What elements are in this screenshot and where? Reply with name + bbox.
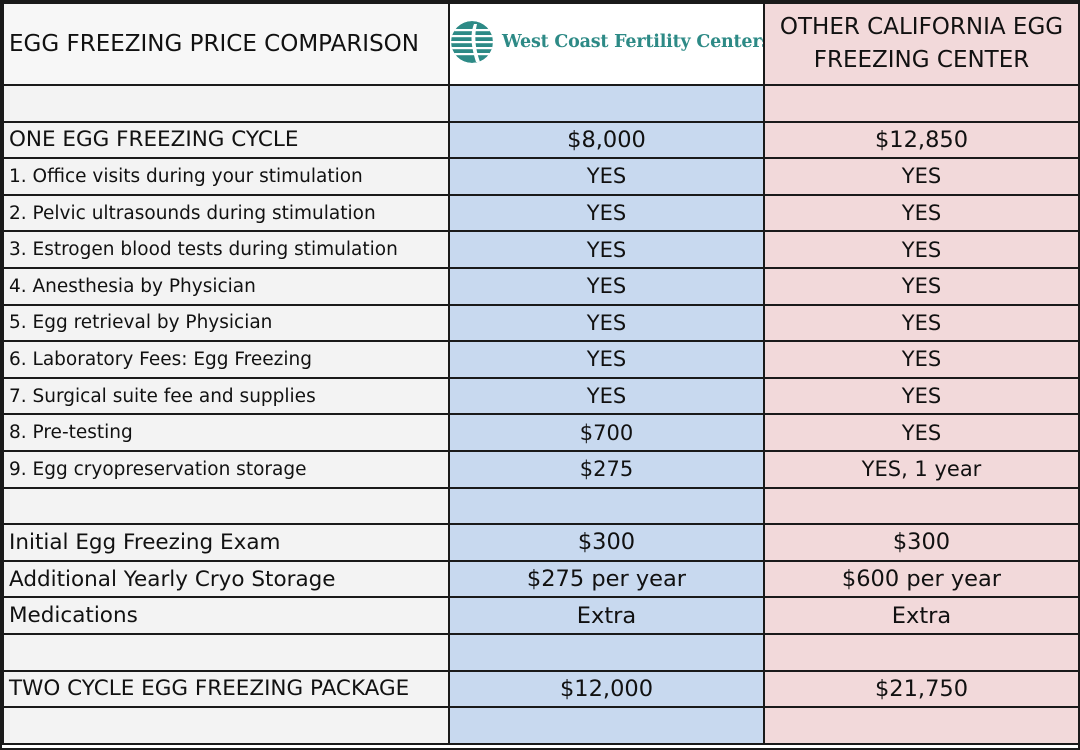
table-row: ONE EGG FREEZING CYCLE $8,000 $12,850 — [2, 120, 1080, 160]
row-label — [2, 84, 450, 123]
table-row: 4. Anesthesia by Physician YES YES — [2, 266, 1080, 306]
west-coast-value: $275 per year — [448, 559, 765, 599]
table-row: 7. Surgical suite fee and supplies YES YES — [2, 376, 1080, 416]
row-label: ONE EGG FREEZING CYCLE — [2, 120, 450, 160]
other-center-value — [763, 486, 1080, 526]
row-label — [2, 486, 450, 526]
west-coast-value: YES — [448, 340, 765, 379]
other-center-value: YES — [763, 303, 1080, 343]
row-label: Additional Yearly Cryo Storage — [2, 559, 450, 599]
other-center-value: YES — [763, 376, 1080, 416]
other-center-value: YES — [763, 193, 1080, 233]
spacer-row — [2, 84, 1080, 123]
row-label: 9. Egg cryopreservation storage — [2, 449, 450, 489]
other-center-value — [763, 84, 1080, 123]
row-label: 1. Office visits during your stimulation — [2, 157, 450, 196]
west-coast-value: $275 — [448, 449, 765, 489]
row-label: Initial Egg Freezing Exam — [2, 523, 450, 562]
west-coast-value: Extra — [448, 596, 765, 635]
other-center-value: $600 per year — [763, 559, 1080, 599]
other-center-header: OTHER CALIFORNIA EGG FREEZING CENTER — [763, 2, 1080, 86]
west-coast-value: YES — [448, 376, 765, 416]
west-coast-value — [448, 632, 765, 672]
table-row: 5. Egg retrieval by Physician YES YES — [2, 303, 1080, 343]
west-coast-value — [448, 706, 765, 745]
west-coast-value — [448, 84, 765, 123]
other-center-value: YES, 1 year — [763, 449, 1080, 489]
west-coast-value: $700 — [448, 413, 765, 452]
table-row: 6. Laboratory Fees: Egg Freezing YES YES — [2, 340, 1080, 379]
table-row: Medications Extra Extra — [2, 596, 1080, 635]
row-label: 3. Estrogen blood tests during stimulati… — [2, 230, 450, 269]
other-center-value: Extra — [763, 596, 1080, 635]
row-label: TWO CYCLE EGG FREEZING PACKAGE — [2, 669, 450, 709]
other-center-value: YES — [763, 413, 1080, 452]
spacer-row — [2, 706, 1080, 745]
west-coast-value: YES — [448, 230, 765, 269]
west-coast-value — [448, 486, 765, 526]
table-row: 3. Estrogen blood tests during stimulati… — [2, 230, 1080, 269]
row-label: 4. Anesthesia by Physician — [2, 266, 450, 306]
other-center-value: $12,850 — [763, 120, 1080, 160]
table-row: 2. Pelvic ultrasounds during stimulation… — [2, 193, 1080, 233]
table-row: Initial Egg Freezing Exam $300 $300 — [2, 523, 1080, 562]
table-row: 1. Office visits during your stimulation… — [2, 157, 1080, 196]
other-center-value: YES — [763, 157, 1080, 196]
spacer-row — [2, 632, 1080, 672]
row-label — [2, 632, 450, 672]
circle-logo-icon — [451, 21, 493, 63]
spacer-row — [2, 486, 1080, 526]
west-coast-value: YES — [448, 157, 765, 196]
other-center-value — [763, 706, 1080, 745]
table-row: TWO CYCLE EGG FREEZING PACKAGE $12,000 $21… — [2, 669, 1080, 709]
west-coast-value: $8,000 — [448, 120, 765, 160]
row-label: 7. Surgical suite fee and supplies — [2, 376, 450, 416]
table-row: 9. Egg cryopreservation storage $275 YES, … — [2, 449, 1080, 489]
other-center-value: YES — [763, 266, 1080, 306]
other-center-value: YES — [763, 230, 1080, 269]
row-label — [2, 706, 450, 745]
row-label: 2. Pelvic ultrasounds during stimulation — [2, 193, 450, 233]
row-label: 6. Laboratory Fees: Egg Freezing — [2, 340, 450, 379]
other-center-value: YES — [763, 340, 1080, 379]
row-label: 8. Pre-testing — [2, 413, 450, 452]
row-label: Medications — [2, 596, 450, 635]
table-row: Additional Yearly Cryo Storage $275 per y… — [2, 559, 1080, 599]
west-coast-logo: West Coast Fertility Centers — [451, 20, 764, 64]
west-coast-value: YES — [448, 266, 765, 306]
header-row: EGG FREEZING PRICE COMPARISON — [2, 2, 1080, 86]
table-row: 8. Pre-testing $700 YES — [2, 413, 1080, 452]
logo-text: West Coast Fertility Centers — [502, 32, 764, 52]
row-label: 5. Egg retrieval by Physician — [2, 303, 450, 343]
other-center-value: $21,750 — [763, 669, 1080, 709]
west-coast-value: $12,000 — [448, 669, 765, 709]
other-center-value — [763, 632, 1080, 672]
west-coast-value: YES — [448, 193, 765, 233]
west-coast-value: YES — [448, 303, 765, 343]
west-coast-logo-cell: West Coast Fertility Centers — [448, 2, 765, 86]
table-title: EGG FREEZING PRICE COMPARISON — [2, 2, 450, 86]
west-coast-value: $300 — [448, 523, 765, 562]
other-center-value: $300 — [763, 523, 1080, 562]
